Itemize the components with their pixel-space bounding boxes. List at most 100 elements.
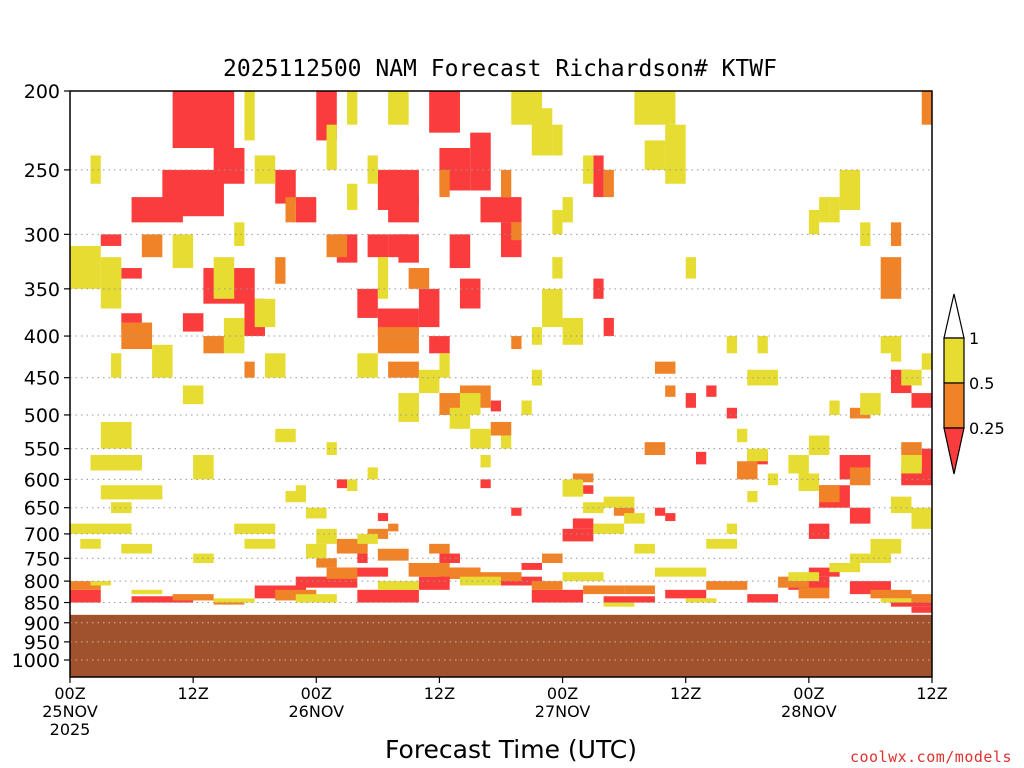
data-cell: [357, 353, 378, 378]
data-cell: [562, 572, 604, 582]
data-cell: [644, 442, 666, 456]
data-cell: [480, 572, 522, 582]
data-cell: [213, 257, 235, 299]
data-cell: [921, 353, 932, 370]
y-tick-label: 950: [24, 632, 60, 654]
data-cell: [418, 369, 440, 394]
data-cell: [654, 361, 676, 374]
data-cell: [665, 385, 676, 397]
data-cell: [706, 581, 748, 590]
data-cell: [275, 169, 296, 204]
y-axis: 200 250 300 350 400 450 500 550 600 650 7007508008…: [12, 81, 70, 672]
data-cell: [808, 209, 820, 235]
data-cell: [562, 479, 584, 497]
data-cell: [521, 562, 543, 570]
data-cell: [706, 538, 738, 549]
data-cell: [316, 528, 337, 544]
data-cell: [80, 538, 101, 549]
data-cell: [531, 369, 543, 386]
data-cell: [624, 513, 645, 524]
data-cell: [90, 455, 142, 471]
x-tick-label: 00Z: [54, 684, 85, 703]
data-cell: [111, 502, 132, 514]
y-tick-label: 1000: [12, 650, 60, 672]
data-cell: [172, 594, 214, 601]
data-cell: [603, 317, 614, 337]
data-cell: [654, 507, 666, 516]
data-cell: [603, 496, 635, 508]
data-cell: [603, 169, 614, 198]
watermark-link[interactable]: coolwx.com/models: [850, 748, 1012, 766]
data-cell: [347, 479, 358, 491]
data-cell: [911, 507, 932, 529]
data-cell: [213, 598, 255, 603]
data-cell: [829, 197, 840, 223]
data-cell: [911, 594, 932, 603]
data-cell: [808, 523, 830, 539]
data-cell: [665, 124, 686, 184]
data-cell: [798, 473, 820, 491]
data-cell: [849, 467, 871, 486]
data-cell: [654, 567, 707, 577]
data-cell: [357, 533, 378, 544]
data-cell: [459, 576, 501, 586]
data-cell: [583, 585, 625, 595]
data-cell: [921, 91, 932, 125]
surface-fill: [70, 614, 932, 677]
data-cell: [357, 288, 378, 318]
data-cell: [429, 336, 450, 354]
data-cell: [839, 169, 861, 210]
data-cell: [572, 518, 594, 529]
colorbar-legend: 1 0.5 0.25: [943, 293, 1005, 475]
data-cell: [501, 435, 512, 449]
data-cell: [480, 479, 491, 489]
data-cell: [244, 91, 255, 141]
data-cell: [490, 400, 501, 412]
data-cell: [398, 393, 419, 422]
legend-label: 1: [969, 329, 979, 348]
x-tick-label: 27NOV: [535, 702, 591, 721]
data-cell: [870, 538, 902, 554]
data-cell: [377, 581, 419, 590]
data-cell: [418, 288, 440, 328]
data-cell: [408, 268, 430, 289]
x-tick-label: 00Z: [547, 684, 578, 703]
data-cell: [388, 91, 409, 125]
data-cell: [562, 317, 584, 345]
data-cell: [542, 553, 563, 563]
data-cell: [542, 288, 563, 328]
y-tick-label: 450: [24, 368, 60, 390]
data-cell: [388, 197, 419, 223]
data-cell: [203, 336, 224, 354]
data-cell: [264, 353, 286, 378]
x-axis-label: Forecast Time (UTC): [385, 735, 637, 764]
data-cell: [911, 393, 932, 408]
y-tick-label: 400: [24, 326, 60, 348]
data-cell: [90, 155, 101, 184]
data-cell: [295, 197, 317, 223]
data-cell: [439, 353, 450, 378]
data-cell: [901, 442, 922, 456]
data-cell: [685, 598, 717, 603]
x-tick-label: 12Z: [916, 684, 947, 703]
gridlines: [70, 169, 932, 661]
data-cell: [501, 169, 512, 198]
y-tick-label: 750: [24, 548, 60, 570]
data-cell: [152, 344, 173, 378]
data-cell: [829, 562, 861, 573]
data-cell: [182, 385, 204, 405]
data-cell: [429, 543, 450, 554]
y-tick-label: 350: [24, 279, 60, 301]
data-cell: [182, 313, 204, 332]
data-cell: [111, 353, 122, 378]
y-tick-label: 550: [24, 439, 60, 461]
data-cell: [511, 91, 543, 125]
data-cell: [593, 523, 625, 534]
data-cell: [367, 528, 389, 539]
series-0-25-ri-0-5: [70, 91, 932, 605]
data-cell: [470, 428, 491, 449]
plot-frame: [69, 90, 933, 678]
data-cell: [747, 490, 758, 503]
data-cell: [459, 278, 481, 309]
